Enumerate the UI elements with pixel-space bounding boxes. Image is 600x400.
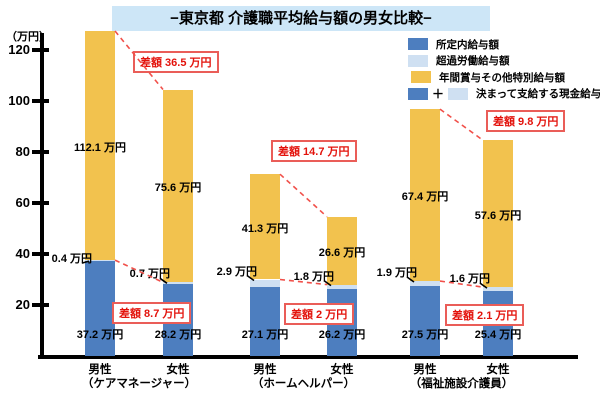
base-value-label: 28.2 万円 [154, 329, 202, 341]
base-value-label: 26.2 万円 [318, 329, 366, 341]
bar-segment-overtime [85, 260, 115, 262]
chart-title: −東京都 介護職平均給与額の男女比較− [112, 6, 490, 31]
bonus-diff-dashed-line [439, 108, 484, 141]
y-axis-tick-label: 100 [8, 93, 30, 108]
x-axis-gender-label: 男性 [413, 364, 437, 376]
y-axis-tick [32, 99, 49, 103]
bonus-diff-badge: 差額 9.8 万円 [486, 110, 566, 132]
x-axis-gender-label: 男性 [88, 364, 112, 376]
y-axis-tick-label: 60 [15, 195, 30, 210]
legend-item-label: 年間賞与その他特別給与額 [439, 71, 565, 84]
y-axis-unit-label: （万円） [6, 31, 50, 43]
x-axis-group-label: （ケアマネージャー） [81, 378, 197, 390]
bar-segment-overtime [327, 284, 357, 290]
bar-segment-bonus [327, 216, 357, 285]
cash-diff-badge: 差額 2 万円 [284, 303, 355, 325]
bar-segment-bonus [250, 174, 280, 280]
bonus-diff-badge: 差額 36.5 万円 [133, 51, 219, 73]
bar-segment-bonus [163, 89, 193, 283]
legend-plus-sign: ＋ [432, 87, 445, 102]
bar-segment-base [410, 285, 440, 356]
x-axis-group-label: （ホームヘルパー） [251, 378, 356, 390]
legend-swatch-base-icon [408, 87, 428, 100]
y-axis-tick [32, 303, 49, 307]
y-axis-tick [32, 201, 49, 205]
x-axis-gender-label: 男性 [253, 364, 277, 376]
bonus-diff-badge: 差額 14.7 万円 [271, 140, 357, 162]
y-axis-tick [32, 48, 49, 52]
bonus-diff-dashed-line [279, 173, 328, 218]
bonus-value-label: 26.6 万円 [318, 246, 366, 259]
legend-item: 超過労働給与額 [408, 53, 600, 70]
x-axis-gender-label: 女性 [166, 364, 190, 376]
legend-swatch-overtime-icon [408, 54, 428, 67]
y-axis-line [40, 33, 44, 359]
x-axis-line [38, 355, 578, 359]
bonus-value-label: 112.1 万円 [74, 141, 126, 154]
bonus-value-label: 41.3 万円 [241, 222, 289, 235]
legend-item-label: 超過労働給与額 [436, 55, 510, 68]
bar-segment-overtime [483, 287, 513, 292]
bar-segment-bonus [85, 31, 115, 261]
y-axis-tick [32, 150, 49, 154]
legend-item-label: 所定内給与額 [436, 38, 499, 51]
base-value-label: 37.2 万円 [76, 329, 124, 341]
overtime-value-label: 1.6 万円 [449, 273, 490, 286]
chart-legend: 所定内給与額 超過労働給与額年間賞与その他特別給与額 ＋ 決まって支給する現金給与額 [408, 36, 600, 102]
y-axis-tick-label: 80 [15, 144, 30, 159]
legend-item: ＋ 決まって支給する現金給与額 [408, 86, 600, 103]
x-axis-gender-label: 女性 [330, 364, 354, 376]
bar-segment-bonus [483, 140, 513, 288]
legend-swatch-base-icon [408, 38, 428, 51]
overtime-value-label: 1.8 万円 [293, 270, 334, 283]
y-axis-tick [32, 252, 49, 256]
bar-segment-base [250, 286, 280, 356]
bonus-value-label: 75.6 万円 [154, 181, 202, 194]
legend-swatch-bonus-icon [411, 71, 431, 84]
base-value-label: 25.4 万円 [474, 329, 522, 341]
overtime-value-label: 0.4 万円 [51, 253, 92, 266]
legend-item-label: 決まって支給する現金給与額 [476, 88, 600, 101]
y-axis-tick-label: 120 [8, 42, 30, 57]
y-axis-tick-label: 20 [15, 297, 30, 312]
y-axis-tick-label: 40 [15, 246, 30, 261]
bonus-value-label: 67.4 万円 [401, 191, 449, 204]
overtime-value-label: 0.7 万円 [129, 268, 170, 281]
legend-item: 所定内給与額 [408, 36, 600, 53]
bar-segment-base [85, 261, 115, 356]
base-value-label: 27.1 万円 [241, 329, 289, 341]
cash-diff-badge: 差額 2.1 万円 [445, 304, 525, 326]
bar-segment-bonus [410, 109, 440, 282]
overtime-value-label: 1.9 万円 [376, 267, 417, 280]
overtime-value-label: 2.9 万円 [216, 265, 257, 278]
legend-item: 年間賞与その他特別給与額 [408, 69, 600, 86]
cash-diff-badge: 差額 8.7 万円 [112, 302, 192, 324]
legend-swatch-overtime-icon [448, 87, 469, 100]
x-axis-gender-label: 女性 [486, 364, 510, 376]
bar-segment-overtime [250, 279, 280, 287]
bonus-value-label: 57.6 万円 [474, 209, 522, 222]
bar-segment-overtime [410, 281, 440, 286]
x-axis-group-label: （福祉施設介護員） [409, 378, 514, 390]
bar-segment-overtime [163, 282, 193, 285]
base-value-label: 27.5 万円 [401, 329, 449, 341]
